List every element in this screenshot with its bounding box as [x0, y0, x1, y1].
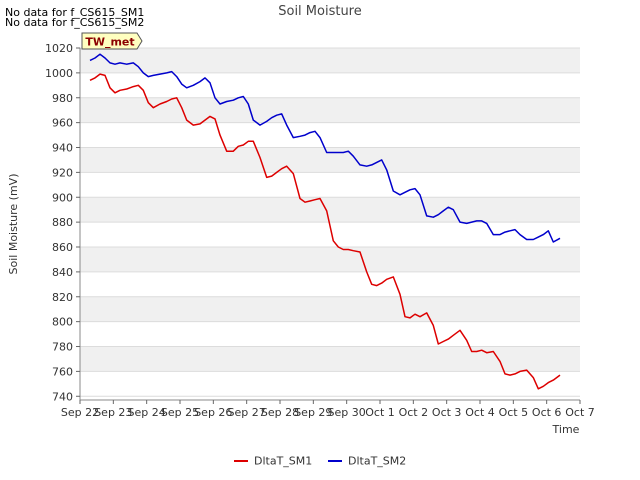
y-tick-label: 940 — [52, 142, 73, 155]
x-tick-label: Sep 30 — [328, 406, 366, 419]
x-tick-label: Sep 26 — [194, 406, 232, 419]
series-line-dltat_sm2 — [89, 53, 561, 243]
y-tick-label: 1000 — [45, 67, 73, 80]
legend-label-sm1: DltaT_SM1 — [254, 455, 312, 468]
no-data-notice-sm2: No data for f_CS615_SM2 — [5, 16, 145, 29]
x-tick-label: Oct 1 — [365, 406, 395, 419]
y-tick-label: 1020 — [45, 42, 73, 55]
y-tick-label: 840 — [52, 266, 73, 279]
y-tick-label: 780 — [52, 341, 73, 354]
series-line-dltat_sm1 — [89, 73, 561, 390]
grid-band — [80, 247, 580, 272]
grid-band — [80, 147, 580, 173]
grid-band — [80, 296, 580, 322]
y-tick-label: 960 — [52, 117, 73, 130]
y-tick-label: 820 — [52, 291, 73, 304]
y-tick-label: 920 — [52, 166, 73, 179]
x-tick-label: Oct 6 — [532, 406, 562, 419]
y-tick-label: 740 — [52, 390, 73, 403]
x-axis-label: Time — [552, 423, 580, 436]
x-tick-label: Oct 5 — [499, 406, 529, 419]
x-tick-label: Sep 24 — [128, 406, 166, 419]
x-tick-label: Oct 2 — [399, 406, 429, 419]
no-data-notice-sm1: No data for f_CS615_SM1 — [5, 6, 145, 19]
y-tick-label: 900 — [52, 191, 73, 204]
y-axis-label: Soil Moisture (mV) — [7, 174, 20, 275]
x-tick-label: Oct 3 — [432, 406, 462, 419]
chart-title: Soil Moisture — [278, 4, 362, 19]
tw-met-badge-label: TW_met — [85, 36, 134, 49]
y-tick-label: 980 — [52, 92, 73, 105]
y-tick-label: 800 — [52, 316, 73, 329]
x-tick-label: Sep 28 — [261, 406, 299, 419]
grid-band — [80, 197, 580, 223]
y-tick-label: 760 — [52, 365, 73, 378]
x-tick-label: Sep 29 — [294, 406, 332, 419]
x-tick-label: Sep 27 — [228, 406, 266, 419]
y-tick-label: 860 — [52, 241, 73, 254]
y-tick-label: 880 — [52, 216, 73, 229]
grid-band — [80, 346, 580, 372]
x-tick-label: Oct 7 — [565, 406, 595, 419]
x-tick-label: Sep 22 — [61, 406, 99, 419]
grid-band — [80, 48, 580, 73]
legend: DltaT_SM1 DltaT_SM2 — [234, 455, 406, 468]
tw-met-badge: TW_met — [81, 32, 143, 50]
x-tick-label: Oct 4 — [465, 406, 495, 419]
grid-band — [80, 97, 580, 123]
x-tick-label: Sep 23 — [94, 406, 132, 419]
x-tick-label: Sep 25 — [161, 406, 199, 419]
legend-label-sm2: DltaT_SM2 — [348, 455, 406, 468]
